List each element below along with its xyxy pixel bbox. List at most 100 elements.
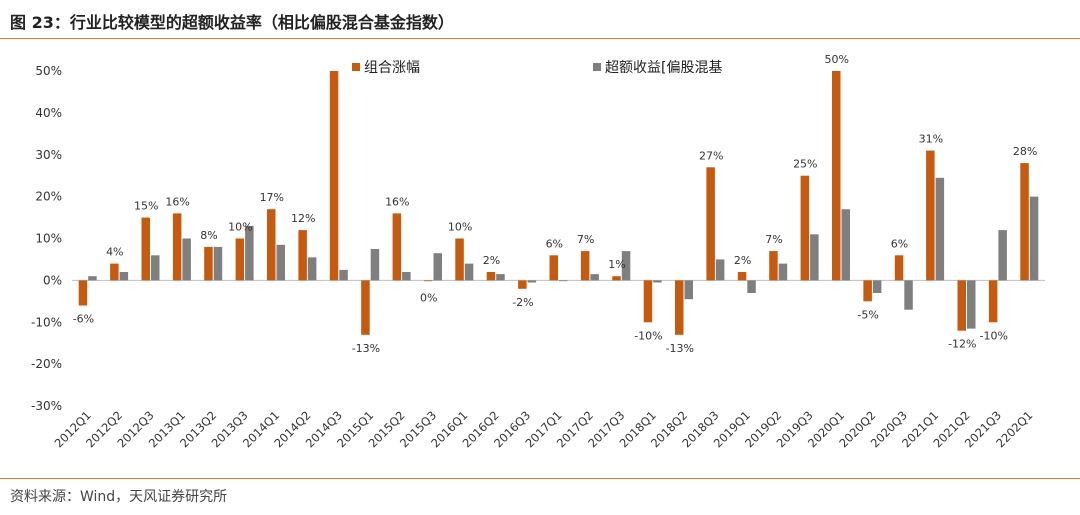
chart-title: 图 23：行业比较模型的超额收益率（相比偏股混合基金指数） [10, 13, 454, 32]
bar-portfolio-return [737, 272, 747, 281]
data-label: 7% [577, 233, 594, 246]
bar-excess-return [967, 280, 976, 329]
bar-portfolio-return [172, 213, 182, 281]
bar-portfolio-return [643, 280, 653, 323]
bar-portfolio-return [800, 175, 810, 281]
bar-portfolio-return [329, 71, 339, 281]
bar-excess-return [684, 280, 693, 300]
bar-excess-return [904, 280, 913, 310]
y-tick-label: 10% [35, 232, 62, 246]
bar-excess-return [841, 209, 850, 281]
bar-portfolio-return [392, 213, 402, 281]
bar-excess-return [935, 177, 945, 281]
bar-portfolio-return [235, 238, 245, 281]
data-label: -10% [979, 329, 1007, 342]
bar-portfolio-return [612, 276, 621, 281]
bar-portfolio-return [204, 246, 213, 281]
title-divider [0, 38, 1080, 39]
bar-portfolio-return [926, 150, 935, 281]
y-tick-label: -20% [31, 357, 62, 371]
data-label: 25% [793, 158, 817, 171]
bar-portfolio-return [957, 280, 966, 331]
data-label: 16% [385, 195, 409, 208]
data-label: -6% [73, 313, 94, 326]
y-tick-label: 20% [35, 190, 62, 204]
data-label: -5% [857, 308, 878, 321]
data-label: -10% [634, 329, 662, 342]
data-label: 10% [228, 221, 252, 234]
data-label: 28% [1013, 145, 1037, 158]
bar-excess-return [370, 249, 380, 281]
bar-portfolio-return [706, 167, 715, 281]
bar-excess-return [715, 259, 725, 281]
legend-swatch-excess-return [593, 63, 601, 71]
bar-excess-return [527, 280, 537, 283]
data-label: 10% [448, 221, 472, 234]
bar-excess-return [307, 257, 317, 281]
bar-portfolio-return [1020, 163, 1029, 281]
bar-excess-return [872, 280, 882, 293]
bar-excess-return [182, 238, 191, 281]
bar-excess-return [339, 269, 348, 281]
data-label: 6% [546, 237, 563, 250]
footer-divider [0, 478, 1080, 479]
data-label: 7% [765, 233, 782, 246]
y-tick-label: 40% [35, 106, 62, 120]
bar-excess-return [119, 272, 129, 281]
y-tick-label: 50% [35, 64, 62, 78]
data-label: 12% [291, 212, 315, 225]
bar-excess-return [1029, 196, 1039, 281]
bar-portfolio-return [141, 217, 150, 281]
bar-excess-return [433, 253, 442, 281]
bar-portfolio-return [455, 238, 464, 281]
legend-swatch-portfolio-return [352, 63, 360, 71]
bar-chart: 50%40%30%20%10%0%-10%-20%-30%-6%2012Q14%… [31, 53, 1045, 450]
bar-portfolio-return [361, 280, 370, 335]
bar-excess-return [998, 230, 1007, 281]
bar-excess-return [559, 280, 568, 282]
bar-portfolio-return [267, 209, 276, 281]
data-label: -13% [352, 342, 380, 355]
bar-excess-return [276, 244, 285, 281]
y-tick-label: 0% [43, 273, 62, 287]
legend-label-portfolio-return: 组合涨幅 [364, 60, 420, 76]
bar-portfolio-return [675, 280, 684, 335]
data-label: -13% [666, 342, 694, 355]
data-label: 0% [420, 291, 437, 304]
legend-label-excess-return: 超额收益[偏股混基 [605, 59, 722, 76]
bar-portfolio-return [549, 255, 558, 281]
bar-excess-return [245, 225, 254, 281]
data-label: 50% [824, 53, 848, 66]
bar-portfolio-return [988, 280, 998, 323]
bar-portfolio-return [298, 230, 307, 281]
data-label: 1% [608, 258, 625, 271]
bar-portfolio-return [863, 280, 872, 302]
data-label: -12% [948, 338, 976, 351]
bar-portfolio-return [580, 251, 590, 281]
data-label: 15% [134, 200, 158, 213]
source-note: 资料来源：Wind，天风证券研究所 [10, 489, 228, 505]
bar-excess-return [464, 263, 474, 281]
bar-portfolio-return [894, 255, 904, 281]
bar-excess-return [653, 280, 662, 283]
data-label: 17% [260, 191, 284, 204]
data-label: 31% [919, 133, 943, 146]
bar-portfolio-return [486, 272, 496, 281]
bar-excess-return [590, 274, 599, 281]
data-label: -2% [512, 296, 533, 309]
data-label: 4% [106, 246, 123, 259]
y-tick-label: 30% [35, 148, 62, 162]
data-label: 2% [734, 254, 751, 267]
bar-portfolio-return [769, 251, 778, 281]
y-tick-label: -30% [31, 399, 62, 413]
bar-excess-return [810, 234, 819, 281]
bar-excess-return [151, 255, 160, 281]
bar-excess-return [402, 272, 411, 281]
bar-excess-return [213, 246, 223, 281]
bar-excess-return [621, 251, 631, 281]
bar-excess-return [88, 276, 97, 281]
bar-portfolio-return [78, 280, 88, 306]
bar-excess-return [778, 263, 788, 281]
data-label: 6% [891, 237, 908, 250]
bar-portfolio-return [832, 71, 841, 281]
